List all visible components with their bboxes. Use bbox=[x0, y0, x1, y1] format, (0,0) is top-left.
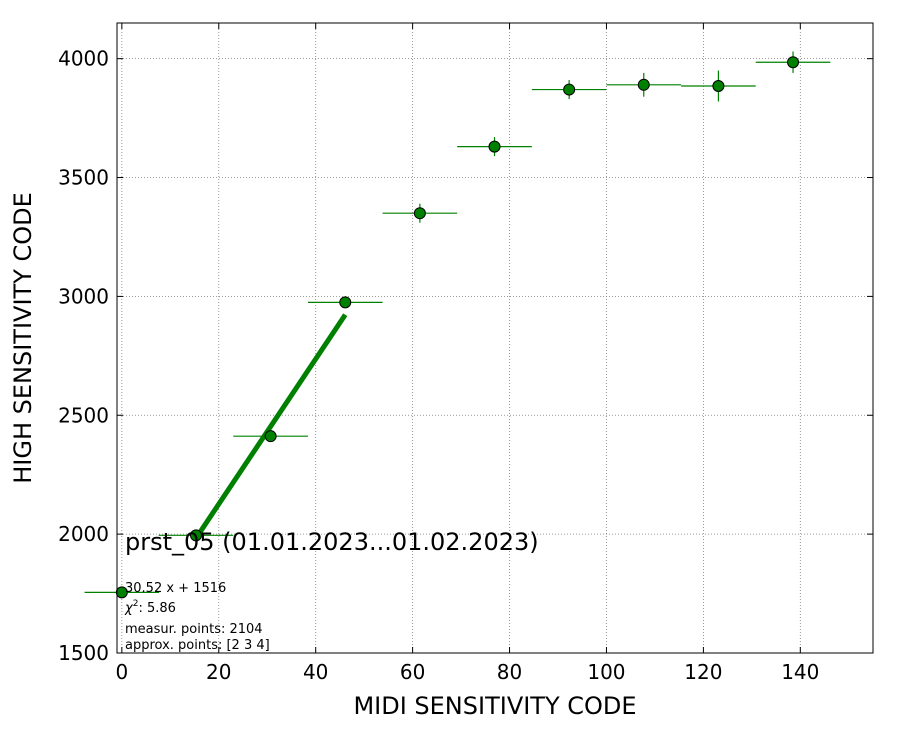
y-axis-label: HIGH SENSITIVITY CODE bbox=[9, 192, 37, 484]
x-tick-label: 40 bbox=[303, 660, 328, 684]
chi2-value: : 5.86 bbox=[138, 601, 175, 616]
y-tick-label: 2000 bbox=[58, 522, 109, 546]
fit-line bbox=[193, 313, 348, 540]
data-points bbox=[115, 56, 800, 599]
error-bars bbox=[84, 51, 831, 596]
axis-ticks bbox=[117, 23, 873, 654]
plot-frame bbox=[116, 22, 874, 654]
annotation-chi2: χ2: 5.86 bbox=[124, 599, 176, 616]
data-point bbox=[563, 83, 576, 96]
annotation-approx-points: approx. points: [2 3 4] bbox=[125, 638, 270, 653]
x-tick-label: 120 bbox=[684, 660, 722, 684]
data-point bbox=[413, 207, 426, 220]
data-point bbox=[339, 296, 352, 309]
annotation-measur-points: measur. points: 2104 bbox=[125, 622, 263, 637]
chi2-superscript: 2 bbox=[133, 599, 139, 609]
data-point bbox=[115, 586, 128, 599]
x-tick-label: 20 bbox=[206, 660, 231, 684]
y-tick-label: 3500 bbox=[58, 166, 109, 190]
data-point bbox=[189, 529, 202, 542]
data-point bbox=[637, 78, 650, 91]
data-point bbox=[712, 80, 725, 92]
annotation-equation: 30.52 x + 1516 bbox=[125, 581, 226, 596]
y-tick-label: 2500 bbox=[58, 403, 109, 427]
fit-line-layer bbox=[193, 313, 348, 540]
chi2-symbol: χ bbox=[124, 601, 134, 616]
x-tick-label: 100 bbox=[587, 660, 625, 684]
x-tick-label: 0 bbox=[115, 660, 128, 684]
tick-labels: 0 20 40 60 80 100 120 140 1500 2000 2500 3000 3500 40… bbox=[58, 47, 819, 684]
grid bbox=[117, 23, 873, 654]
data-point bbox=[787, 56, 800, 69]
y-tick-label: 3000 bbox=[58, 284, 109, 308]
x-tick-label: 140 bbox=[781, 660, 819, 684]
x-axis-label: MIDI SENSITIVITY CODE bbox=[353, 692, 636, 720]
data-point bbox=[488, 140, 501, 153]
y-tick-label: 1500 bbox=[58, 641, 109, 665]
data-point bbox=[264, 430, 277, 443]
x-tick-label: 80 bbox=[497, 660, 522, 684]
y-tick-label: 4000 bbox=[58, 47, 109, 71]
x-tick-label: 60 bbox=[400, 660, 425, 684]
annotation-title: prst_05 (01.01.2023...01.02.2023) bbox=[125, 528, 539, 556]
